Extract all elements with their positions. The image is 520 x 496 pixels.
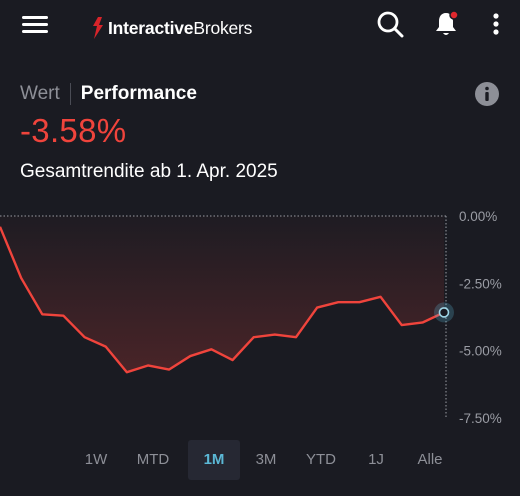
menu-icon[interactable] xyxy=(22,14,50,36)
view-tabs: Wert Performance xyxy=(20,82,197,106)
info-icon[interactable] xyxy=(475,82,499,106)
bell-icon[interactable] xyxy=(432,10,460,38)
top-bar: InteractiveBrokers xyxy=(0,0,520,52)
more-icon[interactable] xyxy=(488,12,504,38)
range-selector: 1W MTD 1M 3M YTD 1J Alle xyxy=(74,440,458,480)
tab-performance[interactable]: Performance xyxy=(80,83,197,104)
y-tick-label: -2.50% xyxy=(459,276,502,291)
range-alle[interactable]: Alle xyxy=(417,451,443,468)
logo-text: InteractiveBrokers xyxy=(108,17,253,38)
y-tick-label: -5.00% xyxy=(459,344,502,359)
search-icon[interactable] xyxy=(376,10,404,38)
performance-value: -3.58% xyxy=(20,112,127,149)
range-mtd[interactable]: MTD xyxy=(136,451,170,468)
range-3m[interactable]: 3M xyxy=(255,451,277,468)
area-fill xyxy=(0,216,444,373)
y-tick-label: -7.50% xyxy=(459,411,502,426)
logo[interactable]: InteractiveBrokers xyxy=(90,13,252,43)
range-ytd[interactable]: YTD xyxy=(306,451,336,468)
tab-wert[interactable]: Wert xyxy=(20,83,60,104)
tab-divider xyxy=(69,83,71,105)
current-point-marker[interactable] xyxy=(438,307,450,318)
performance-chart[interactable]: 0.00% -2.50% -5.00% -7.50% xyxy=(0,200,520,432)
range-1j[interactable]: 1J xyxy=(368,451,384,468)
performance-subtitle: Gesamtrendite ab 1. Apr. 2025 xyxy=(20,161,278,182)
series-line xyxy=(0,226,445,374)
range-1w[interactable]: 1W xyxy=(84,451,108,468)
range-1m[interactable]: 1M xyxy=(188,440,240,480)
logo-mark-icon xyxy=(93,17,103,39)
y-tick-label: 0.00% xyxy=(459,209,497,224)
